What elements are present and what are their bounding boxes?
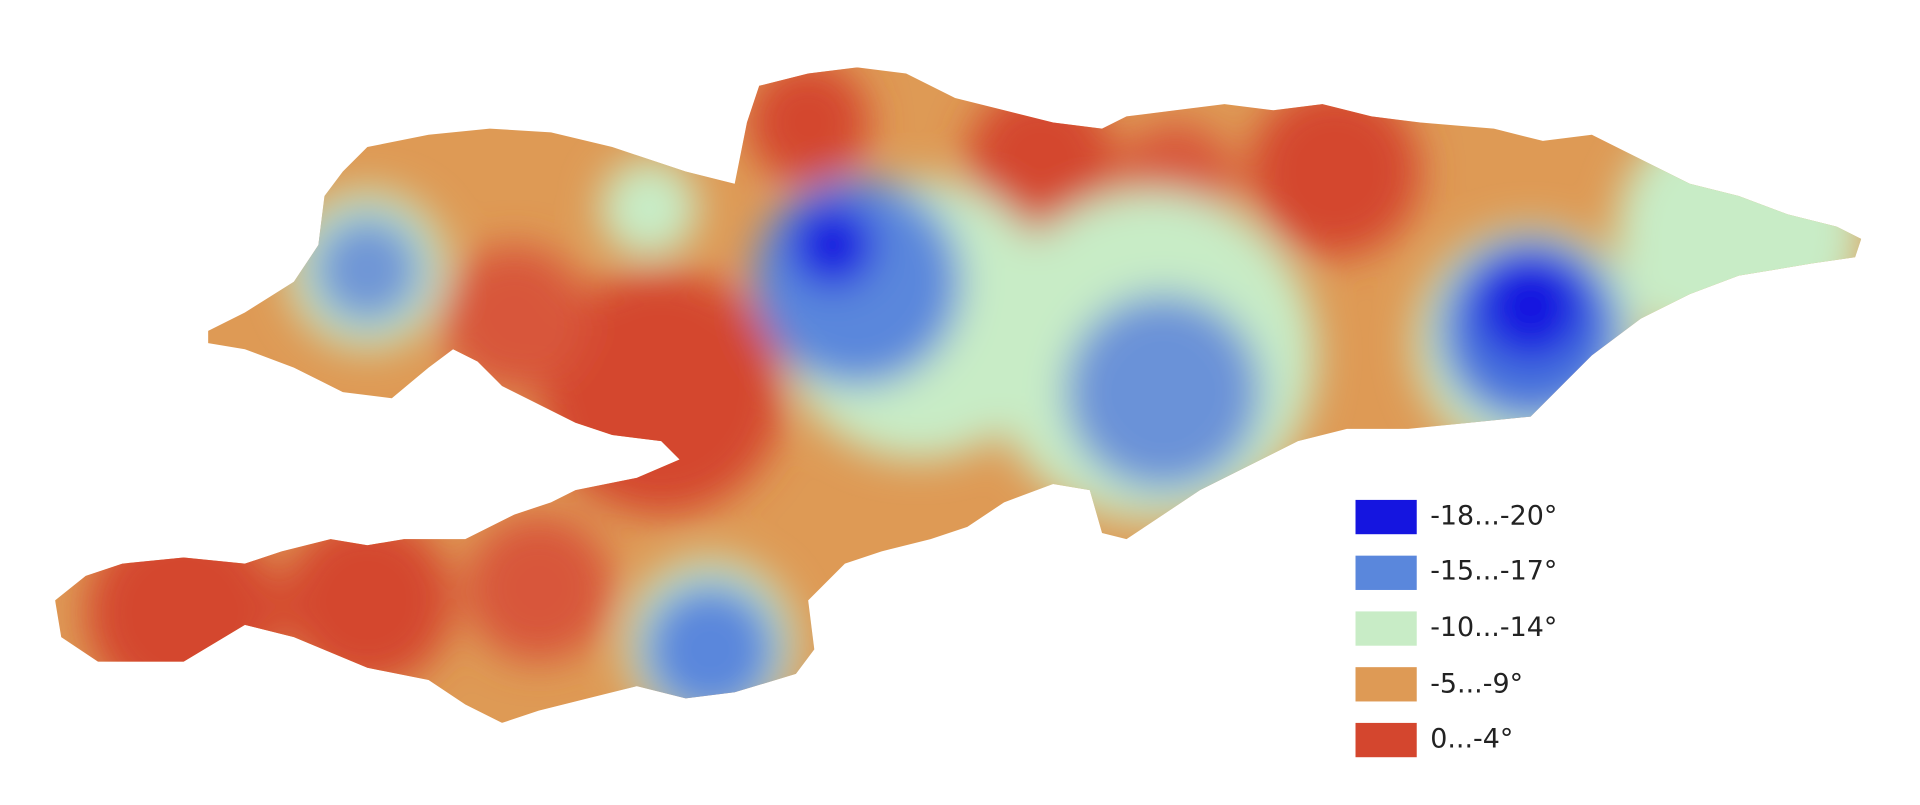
legend-swatch	[1355, 722, 1417, 758]
legend-swatch	[1355, 667, 1417, 702]
legend: -18...-20° -15...-17° -10...-14° -5...-9…	[1355, 499, 1557, 758]
legend-label: -10...-14°	[1430, 612, 1557, 643]
legend-swatch	[1355, 499, 1417, 535]
legend-swatch	[1355, 611, 1417, 646]
legend-label: -5...-9°	[1430, 668, 1523, 699]
legend-label: -18...-20°	[1430, 501, 1557, 532]
legend-swatch	[1355, 555, 1417, 590]
legend-label: 0...-4°	[1430, 724, 1513, 755]
legend-label: -15...-17°	[1430, 556, 1557, 587]
